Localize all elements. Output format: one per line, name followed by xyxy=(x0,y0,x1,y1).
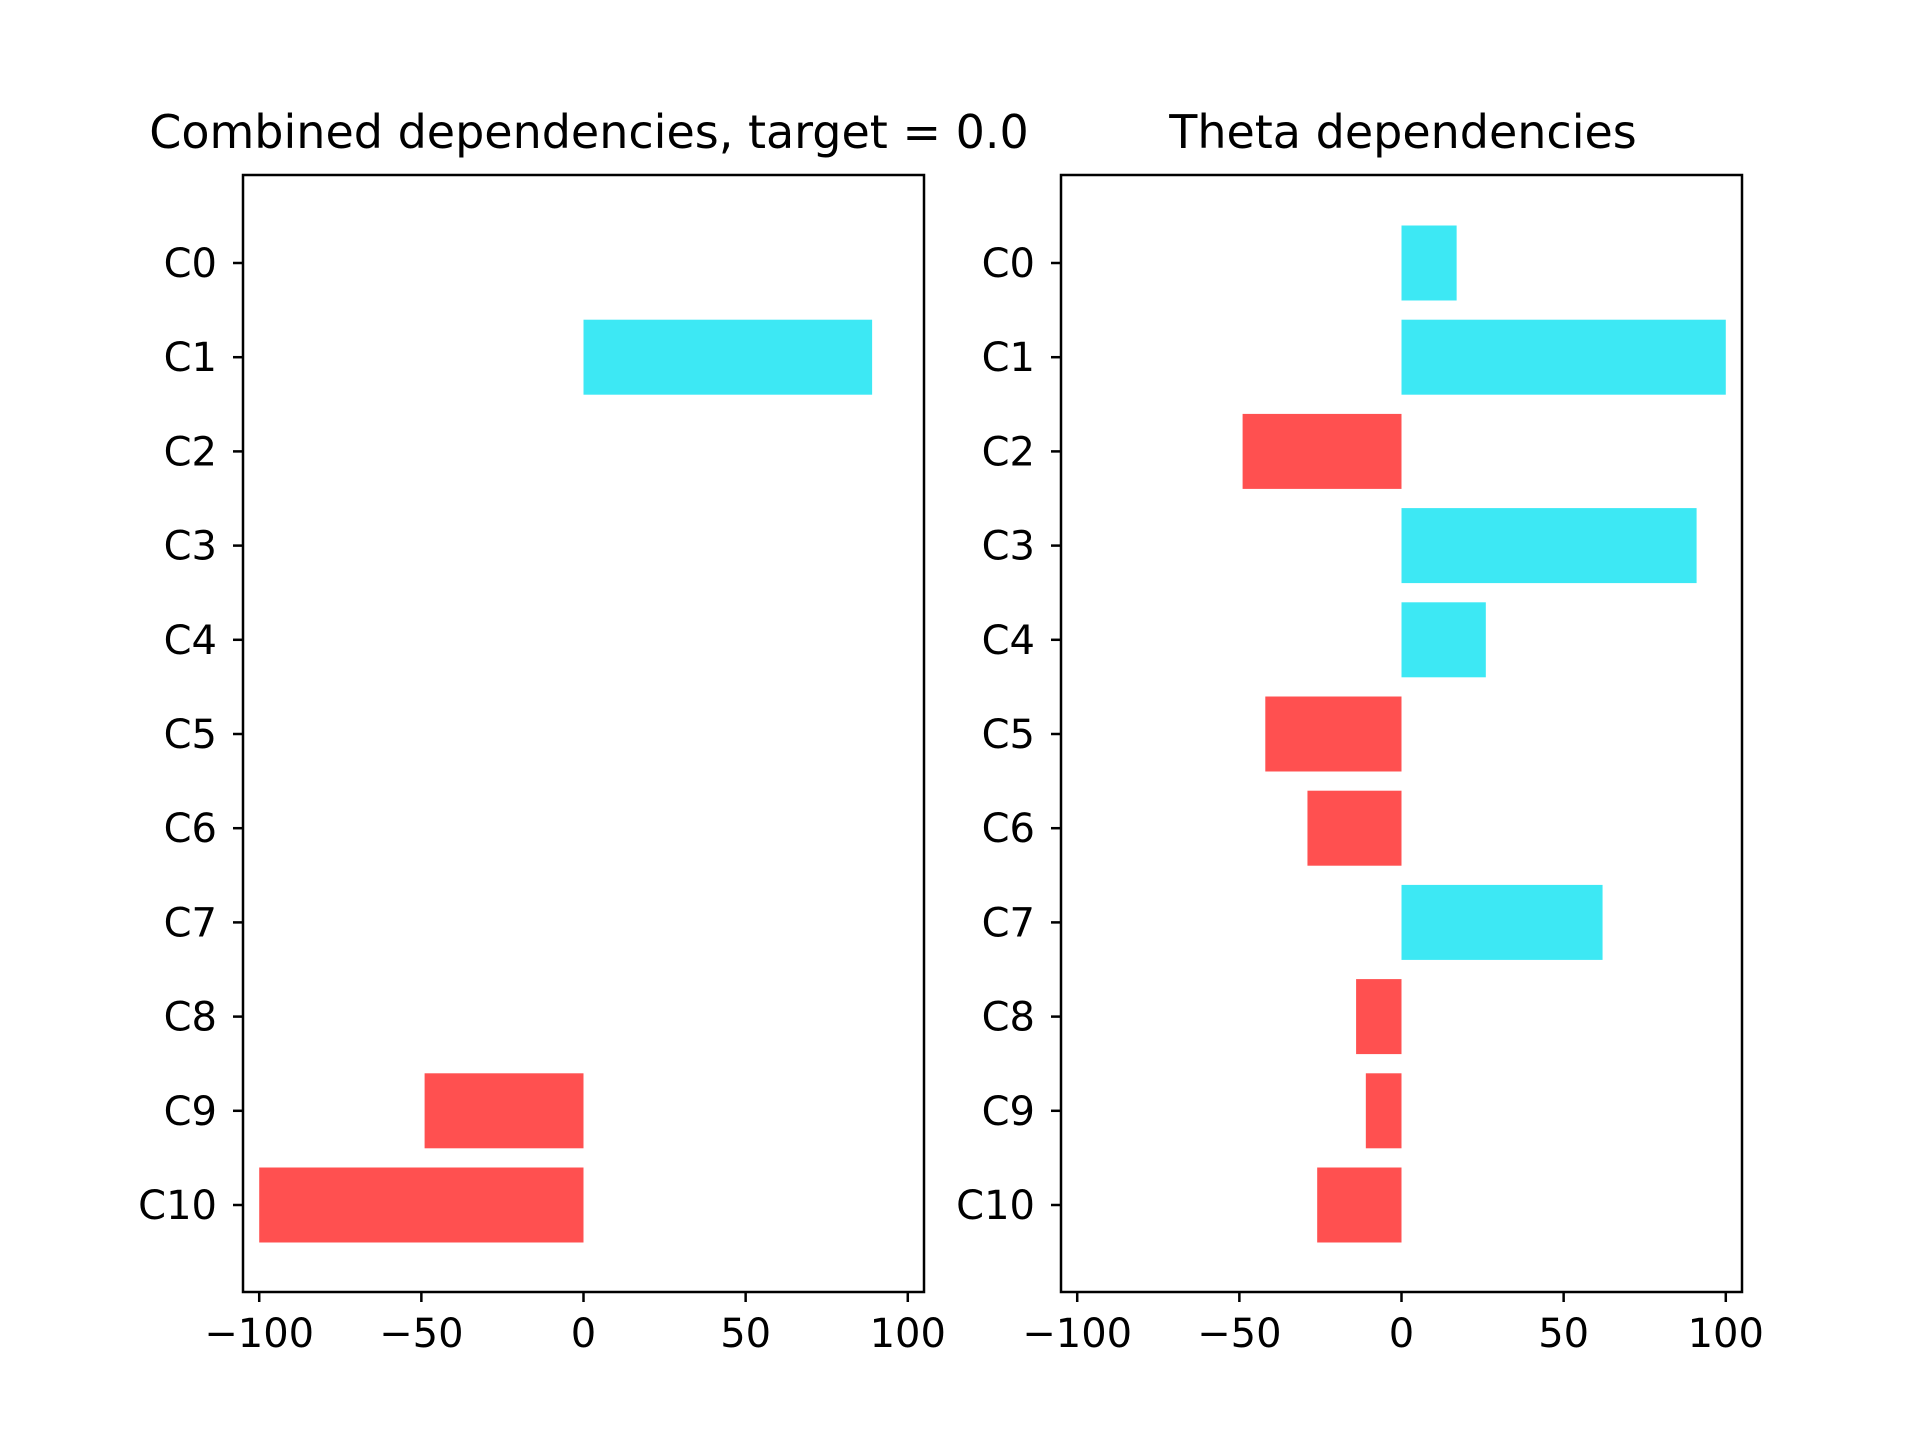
left-chart: Combined dependencies, target = 0.0 C0 C1… xyxy=(138,105,1029,1357)
right-xtick-label-0: −100 xyxy=(1022,1311,1132,1357)
right-bar-c9 xyxy=(1365,1073,1402,1149)
right-ytick-label-c8: C8 xyxy=(982,995,1035,1041)
right-ytick-label-c0: C0 xyxy=(982,241,1035,287)
right-bar-c4 xyxy=(1401,602,1486,678)
left-xtick-label-1: −50 xyxy=(379,1311,463,1357)
right-ytick-label-c3: C3 xyxy=(982,524,1035,570)
right-xtick-label-3: 50 xyxy=(1538,1311,1589,1357)
left-ytick-label-c1: C1 xyxy=(164,335,217,381)
right-xtick-label-2: 0 xyxy=(1389,1311,1414,1357)
right-ytick-label-c4: C4 xyxy=(982,618,1035,664)
left-xtick-label-3: 50 xyxy=(720,1311,771,1357)
left-bar-c1 xyxy=(583,319,873,395)
left-bar-c9 xyxy=(424,1073,584,1149)
left-ytick-label-c5: C5 xyxy=(164,712,217,758)
left-xtick-label-2: 0 xyxy=(571,1311,596,1357)
left-ytick-label-c7: C7 xyxy=(164,900,217,946)
right-ytick-label-c7: C7 xyxy=(982,900,1035,946)
right-ytick-label-c9: C9 xyxy=(982,1089,1035,1135)
right-ytick-label-c5: C5 xyxy=(982,712,1035,758)
right-bar-c10 xyxy=(1317,1167,1402,1243)
right-xtick-label-4: 100 xyxy=(1688,1311,1764,1357)
left-ytick-label-c2: C2 xyxy=(164,429,217,475)
left-ytick-label-c6: C6 xyxy=(164,806,217,852)
right-ytick-label-c10: C10 xyxy=(956,1183,1035,1229)
right-bar-c0 xyxy=(1401,225,1457,301)
left-xtick-label-0: −100 xyxy=(204,1311,314,1357)
left-ytick-label-c0: C0 xyxy=(164,241,217,287)
left-ytick-label-c9: C9 xyxy=(164,1089,217,1135)
left-chart-title: Combined dependencies, target = 0.0 xyxy=(149,105,1029,159)
right-chart: Theta dependencies C0 C1 C2 C3 C4 C5 C6 C7 C8 C9 C… xyxy=(956,105,1764,1357)
right-bar-c3 xyxy=(1401,508,1697,584)
right-ytick-label-c2: C2 xyxy=(982,429,1035,475)
right-bar-c8 xyxy=(1356,979,1402,1055)
left-bar-c10 xyxy=(259,1167,584,1243)
right-chart-title: Theta dependencies xyxy=(1168,105,1637,159)
right-ytick-label-c6: C6 xyxy=(982,806,1035,852)
right-bar-c2 xyxy=(1242,413,1402,489)
left-ytick-label-c10: C10 xyxy=(138,1183,217,1229)
right-bar-c1 xyxy=(1401,319,1726,395)
right-bar-c6 xyxy=(1307,790,1402,866)
left-ytick-label-c3: C3 xyxy=(164,524,217,570)
right-bar-c5 xyxy=(1265,696,1402,772)
left-xtick-label-4: 100 xyxy=(870,1311,946,1357)
left-ytick-label-c8: C8 xyxy=(164,995,217,1041)
left-ytick-label-c4: C4 xyxy=(164,618,217,664)
right-xtick-label-1: −50 xyxy=(1197,1311,1281,1357)
right-ytick-label-c1: C1 xyxy=(982,335,1035,381)
right-bar-c7 xyxy=(1401,884,1603,960)
